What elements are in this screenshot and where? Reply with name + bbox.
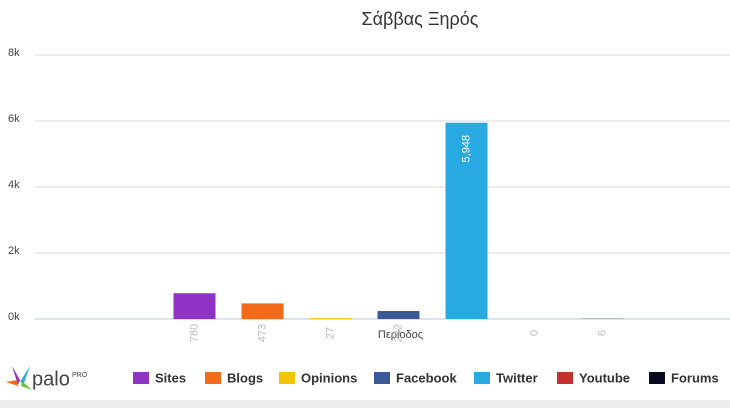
legend-swatch	[474, 372, 490, 384]
legend-label: Opinions	[301, 370, 357, 385]
legend-label: Forums	[671, 370, 719, 385]
legend-label: Youtube	[579, 370, 630, 385]
y-tick-label: 8k	[8, 47, 20, 59]
logo-leaf	[20, 366, 30, 383]
logo: palo PRO	[6, 366, 88, 390]
bar	[445, 122, 488, 319]
bar	[377, 311, 420, 319]
bar	[241, 303, 284, 319]
legend-swatch	[133, 372, 149, 384]
y-tick-label: 2k	[8, 245, 20, 257]
legend-label: Twitter	[496, 370, 538, 385]
data-label: 27	[324, 327, 336, 339]
logo-leaf	[6, 380, 18, 386]
footer-strip	[0, 400, 730, 408]
legend-swatch	[649, 372, 665, 384]
y-tick-label: 6k	[8, 113, 20, 125]
legend-swatch	[279, 372, 295, 384]
x-tick-label: Περίοδος	[378, 329, 423, 341]
logo-leaf	[12, 366, 20, 385]
data-label: 473	[256, 324, 268, 342]
legend-label: Sites	[155, 370, 186, 385]
data-label: 0	[528, 330, 540, 336]
logo-badge: PRO	[72, 372, 88, 379]
logo-text: palo	[32, 368, 70, 390]
data-label: 6	[596, 330, 608, 336]
legend-label: Facebook	[396, 370, 457, 385]
chart-title: Σάββας Ξηρός	[362, 9, 479, 29]
legend-swatch	[557, 372, 573, 384]
legend-swatch	[205, 372, 221, 384]
data-label: 242	[392, 324, 404, 342]
y-tick-label: 0k	[8, 311, 20, 323]
y-tick-label: 4k	[8, 179, 20, 191]
legend-label: Blogs	[227, 370, 263, 385]
bar	[309, 318, 352, 319]
logo-leaf	[21, 381, 32, 390]
data-label: 5,948	[460, 135, 472, 163]
bar	[173, 293, 216, 319]
data-label: 780	[188, 324, 200, 342]
legend-swatch	[374, 372, 390, 384]
